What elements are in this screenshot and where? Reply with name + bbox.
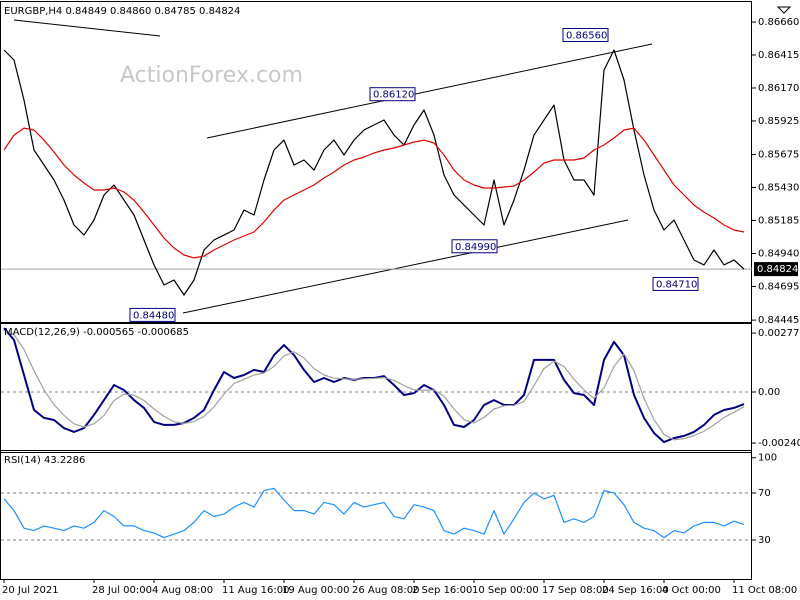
last-price-box [754,262,798,277]
x-tick-label: 26 Aug 08:00 [352,585,419,596]
annotation-label: 0.86560 [566,30,607,41]
x-tick-label: 10 Sep 00:00 [472,585,539,596]
y-tick-label: 0.85430 [758,183,799,194]
y-tick-label: 0.85185 [758,216,799,227]
annotation-label: 0.86120 [373,90,414,101]
y-tick-label: 0.002775 [758,328,800,339]
x-tick-label: 20 Jul 2021 [2,585,59,596]
x-tick-label: 4 Oct 00:00 [662,585,721,596]
x-tick-label: 24 Sep 16:00 [602,585,669,596]
annotation-box [369,87,416,102]
y-tick-label: 30 [758,535,771,546]
series-line [3,487,745,539]
x-tick-label: 2 Sep 16:00 [412,585,472,596]
trend-line [13,19,161,37]
y-tick-label: 0.86170 [758,83,799,94]
y-tick-label: 70 [758,488,771,499]
annotation-box [129,307,176,322]
panel-frame [0,450,752,580]
last-price-label: 0.84824 [757,264,798,275]
series-line [3,49,745,296]
y-tick-label: 0.85675 [758,150,799,161]
menu-icon [776,6,792,14]
panel-frame [0,1,752,324]
x-tick-label: 19 Aug 00:00 [282,585,349,596]
channel-upper [206,43,653,139]
annotation-label: 0.84480 [133,310,174,321]
annotation-label: 0.84990 [455,242,496,253]
x-tick-label: 11 Oct 08:00 [732,585,797,596]
y-tick-label: -0.002407 [758,438,800,449]
x-tick-label: 17 Sep 08:00 [542,585,609,596]
annotation-box [562,27,609,42]
panel-title: RSI(14) 43.2286 [4,455,85,466]
series-line [3,127,745,259]
annotation-box [652,276,699,291]
y-tick-label: 0.85925 [758,116,799,127]
panel-title: MACD(12,26,9) -0.000565 -0.000685 [4,327,189,338]
y-tick-label: 0.84940 [758,249,799,260]
y-tick-label: 0.86660 [758,17,799,28]
annotation-box [451,239,498,254]
annotation-label: 0.84710 [656,279,697,290]
y-tick-label: 100 [758,453,777,464]
y-tick-label: 0.00 [758,387,780,398]
series-line [3,329,745,441]
panel-title: EURGBP,H4 0.84849 0.84860 0.84785 0.8482… [4,6,240,17]
y-tick-label: 0.84445 [758,315,799,326]
watermark: ActionForex.com [120,63,303,88]
channel-lower [182,219,629,314]
x-tick-label: 28 Jul 00:00 [92,585,152,596]
y-tick-label: 0.86415 [758,50,799,61]
y-tick-label: 0.84695 [758,281,799,292]
x-tick-label: 11 Aug 16:00 [222,585,289,596]
panel-frame [0,322,752,453]
x-tick-label: 4 Aug 08:00 [152,585,213,596]
